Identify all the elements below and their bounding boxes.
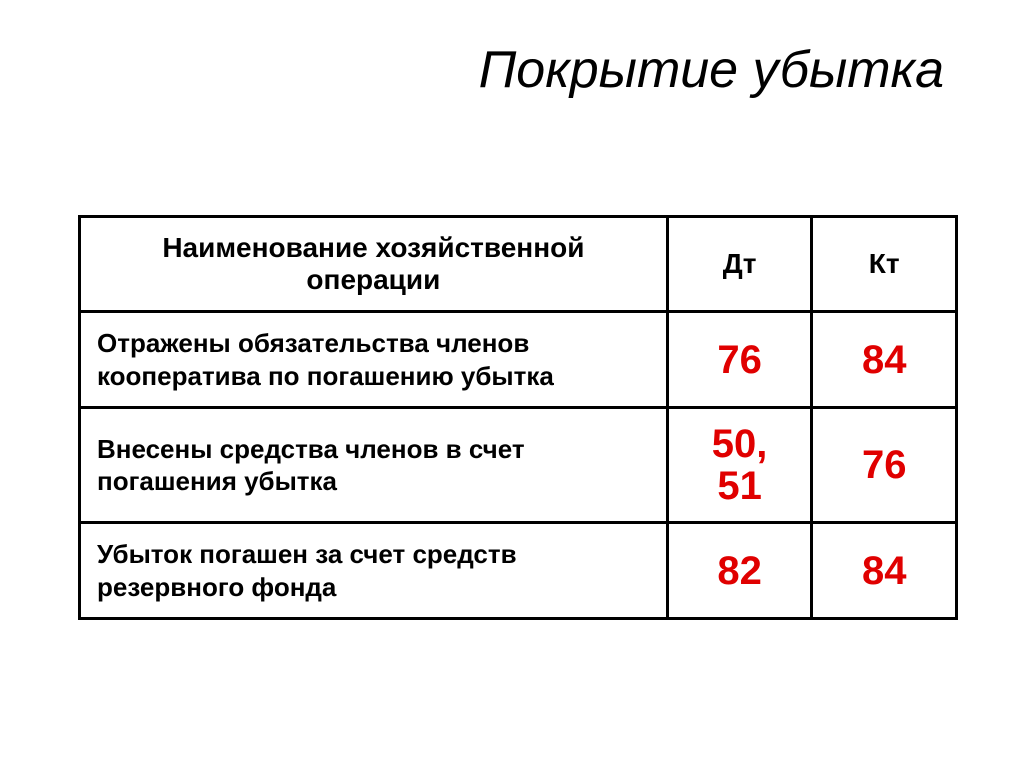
- cell-dt: 50, 51: [667, 408, 812, 523]
- operations-table: Наименование хозяйственной операции Дт К…: [78, 215, 958, 620]
- col-header-name: Наименование хозяйственной операции: [80, 217, 668, 312]
- cell-desc: Внесены средства членов в счет погашения…: [80, 408, 668, 523]
- page-title: Покрытие убытка: [479, 40, 944, 100]
- table-row: Внесены средства членов в счет погашения…: [80, 408, 957, 523]
- table-body: Отражены обязательства членов кооператив…: [80, 312, 957, 619]
- col-header-kt: Кт: [812, 217, 957, 312]
- cell-dt: 76: [667, 312, 812, 408]
- cell-kt: 84: [812, 523, 957, 619]
- cell-kt: 76: [812, 408, 957, 523]
- cell-kt: 84: [812, 312, 957, 408]
- table-row: Убыток погашен за счет средств резервног…: [80, 523, 957, 619]
- col-header-dt: Дт: [667, 217, 812, 312]
- cell-dt: 82: [667, 523, 812, 619]
- operations-table-wrap: Наименование хозяйственной операции Дт К…: [78, 215, 958, 620]
- cell-desc: Отражены обязательства членов кооператив…: [80, 312, 668, 408]
- table-header-row: Наименование хозяйственной операции Дт К…: [80, 217, 957, 312]
- table-row: Отражены обязательства членов кооператив…: [80, 312, 957, 408]
- table-header: Наименование хозяйственной операции Дт К…: [80, 217, 957, 312]
- cell-desc: Убыток погашен за счет средств резервног…: [80, 523, 668, 619]
